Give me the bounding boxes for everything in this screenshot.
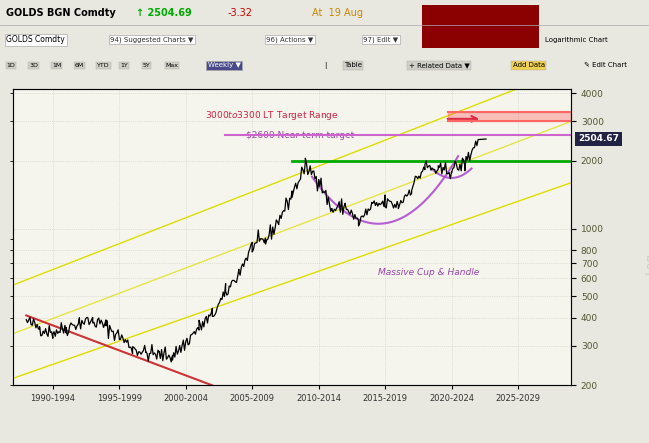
Text: GOLDS BGN Comdty: GOLDS BGN Comdty xyxy=(6,8,116,18)
Bar xyxy=(422,5,539,48)
Text: 3D: 3D xyxy=(29,63,38,68)
Text: Add Data: Add Data xyxy=(513,62,545,68)
Text: -3.32: -3.32 xyxy=(227,8,252,18)
Text: 1D: 1D xyxy=(6,63,15,68)
Text: 5Y: 5Y xyxy=(143,63,151,68)
Text: 97) Edit ▼: 97) Edit ▼ xyxy=(363,36,398,43)
Text: 94) Suggested Charts ▼: 94) Suggested Charts ▼ xyxy=(110,36,193,43)
Text: $2600 Near term target: $2600 Near term target xyxy=(245,131,354,140)
Text: ↑ 2504.69: ↑ 2504.69 xyxy=(136,8,192,18)
Text: Massive Cup & Handle: Massive Cup & Handle xyxy=(378,268,480,276)
Text: Table: Table xyxy=(344,62,362,68)
Text: ✎ Edit Chart: ✎ Edit Chart xyxy=(584,62,627,68)
Text: + Related Data ▼: + Related Data ▼ xyxy=(409,62,470,68)
Text: Max: Max xyxy=(165,63,178,68)
Text: 2504.67: 2504.67 xyxy=(578,135,619,144)
Text: At  19 Aug: At 19 Aug xyxy=(312,8,363,18)
Text: |: | xyxy=(324,62,327,69)
Text: YTD: YTD xyxy=(97,63,110,68)
Bar xyxy=(448,112,571,121)
Text: Weekly ▼: Weekly ▼ xyxy=(208,62,241,68)
Text: Log: Log xyxy=(644,252,649,275)
Text: $3000 to $3300 LT Target Range: $3000 to $3300 LT Target Range xyxy=(205,109,339,122)
Text: 1Y: 1Y xyxy=(120,63,128,68)
Text: 1M: 1M xyxy=(52,63,61,68)
Text: Logarithmic Chart: Logarithmic Chart xyxy=(545,37,608,43)
Text: 6M: 6M xyxy=(75,63,84,68)
Text: 96) Actions ▼: 96) Actions ▼ xyxy=(266,36,313,43)
Text: GOLDS Comdty: GOLDS Comdty xyxy=(6,35,66,44)
